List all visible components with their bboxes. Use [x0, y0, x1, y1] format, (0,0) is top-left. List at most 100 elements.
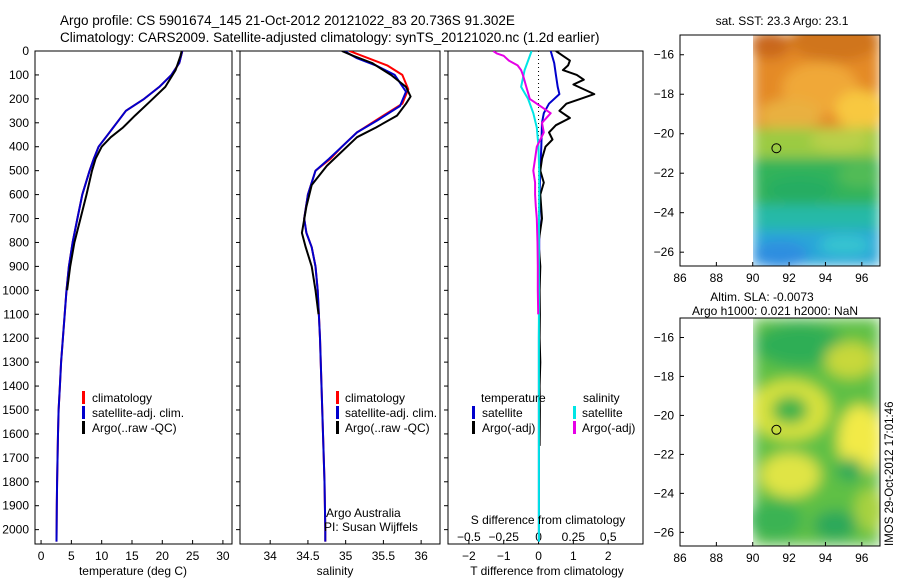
x-tick-label: 0	[38, 549, 45, 563]
legend-label-satellite: satellite-adj. clim.	[92, 406, 184, 420]
depth-tick-label: 1000	[2, 283, 29, 297]
sla-map-title-line1: Altim. SLA: -0.0073	[710, 290, 814, 304]
s-diff-tick-label: 0.25	[562, 530, 586, 544]
profile-line-s-argo	[492, 51, 552, 315]
sst-map-frame	[679, 34, 881, 267]
legend-label-t-argo: Argo(-adj)	[482, 421, 535, 435]
s-difference-ticks: −0.5 −0.25 0 0.25 0.5	[457, 530, 617, 544]
legend-heading-salinity: salinity	[583, 391, 620, 405]
map-x-tick-label: 96	[855, 551, 869, 565]
legend-heading-temperature: temperature	[481, 391, 546, 405]
depth-tick-label: 400	[9, 140, 29, 154]
map-x-tick-label: 90	[746, 271, 760, 285]
depth-tick-label: 800	[9, 235, 29, 249]
s-diff-tick-label: −0.25	[489, 530, 520, 544]
s-diff-tick-label: −0.5	[457, 530, 481, 544]
map-y-tick-label: −22	[654, 447, 675, 461]
map-y-tick-label: −16	[654, 48, 675, 62]
legend-swatch-satellite	[336, 406, 339, 419]
depth-tick-label: 500	[9, 164, 29, 178]
x-tick-label: 34	[264, 549, 278, 563]
map-x-tick-label: 88	[710, 551, 724, 565]
x-tick-label: 35.5	[372, 549, 396, 563]
salinity-profiles	[300, 51, 412, 542]
x-tick-label: 34.5	[296, 549, 320, 563]
temperature-legend: climatology satellite-adj. clim. Argo(..…	[82, 391, 184, 435]
temperature-x-ticks: 0 5 10 15 20 25 30	[38, 540, 230, 563]
t-difference-x-ticks: −2 −1 0 1 2	[462, 540, 612, 563]
legend-label-s-argo: Argo(-adj)	[582, 421, 635, 435]
map-y-tick-label: −18	[654, 369, 675, 383]
float-pi-annotation: PI: Susan Wijffels	[324, 520, 418, 534]
legend-label-climatology: climatology	[92, 391, 152, 405]
x-tick-label: −2	[462, 549, 476, 563]
sla-map-frame	[679, 317, 881, 547]
map-x-tick-label: 86	[673, 551, 687, 565]
legend-label-argo: Argo(..raw -QC)	[345, 421, 430, 435]
difference-panel-frame	[447, 50, 644, 545]
x-tick-label: 35	[339, 549, 353, 563]
map-x-tick-label: 92	[782, 551, 796, 565]
legend-label-argo: Argo(..raw -QC)	[92, 421, 177, 435]
salinity-x-ticks: 34 34.5 35 35.5 36	[264, 540, 428, 563]
legend-label-satellite: satellite-adj. clim.	[345, 406, 437, 420]
depth-axis: 0 100 200 300 400 500 600 700 800 900 1000 1100 1200…	[2, 44, 448, 537]
depth-tick-label: 1100	[3, 307, 29, 321]
sst-map-title: sat. SST: 23.3 Argo: 23.1	[716, 14, 849, 28]
map-x-tick-label: 92	[782, 271, 796, 285]
salinity-panel-frame	[239, 50, 441, 545]
sla-argo-position-marker	[771, 424, 782, 435]
x-tick-label: 30	[216, 549, 230, 563]
legend-swatch-s-satellite	[573, 406, 576, 419]
depth-tick-label: 1400	[2, 379, 29, 393]
x-tick-label: 0	[535, 549, 542, 563]
s-difference-xlabel: S difference from climatology	[471, 513, 626, 527]
s-diff-tick-label: 0.5	[600, 530, 617, 544]
profile-line-argo	[66, 51, 183, 291]
x-tick-label: 5	[68, 549, 75, 563]
temperature-panel-frame	[34, 50, 233, 545]
legend-swatch-argo	[82, 421, 85, 434]
depth-tick-label: 1600	[2, 427, 29, 441]
x-tick-label: 20	[156, 549, 170, 563]
sst-heatmap	[680, 35, 880, 266]
map-x-tick-label: 94	[819, 271, 833, 285]
sla-map-title-line2: Argo h1000: 0.021 h2000: NaN	[692, 304, 858, 318]
map-y-tick-label: −26	[654, 245, 675, 259]
depth-tick-label: 1500	[2, 403, 29, 417]
profile-line-climatology	[55, 51, 184, 542]
imos-timestamp: IMOS 29-Oct-2012 17:01:46	[884, 402, 896, 546]
profile-line-satellite-adj-clim-	[303, 51, 407, 542]
x-tick-label: 25	[186, 549, 200, 563]
temperature-profiles	[55, 51, 184, 542]
map-y-tick-label: −24	[654, 486, 675, 500]
depth-tick-label: 2000	[2, 523, 29, 537]
temperature-xlabel: temperature (deg C)	[79, 564, 187, 578]
x-tick-label: 2	[605, 549, 612, 563]
figure-title-line1: Argo profile: CS 5901674_145 21-Oct-2012…	[60, 13, 515, 28]
figure-title-line2: Climatology: CARS2009. Satellite-adjuste…	[60, 30, 600, 45]
legend-swatch-t-argo	[472, 421, 475, 434]
map-y-tick-label: −26	[654, 525, 675, 539]
profile-line-s-satellite	[520, 51, 541, 542]
map-x-tick-label: 90	[746, 551, 760, 565]
salinity-legend: climatology satellite-adj. clim. Argo(..…	[336, 391, 437, 435]
depth-tick-label: 0	[22, 44, 29, 58]
map-y-tick-label: −22	[654, 166, 675, 180]
depth-tick-label: 1700	[2, 451, 29, 465]
map-x-tick-label: 96	[855, 271, 869, 285]
difference-legend: temperature salinity satellite Argo(-adj…	[472, 391, 635, 435]
legend-swatch-climatology	[82, 391, 85, 404]
depth-tick-label: 700	[9, 212, 29, 226]
map-y-tick-label: −16	[654, 330, 675, 344]
float-owner-annotation: Argo Australia	[326, 506, 401, 520]
profile-line-argo	[300, 51, 412, 315]
map-x-tick-label: 86	[673, 271, 687, 285]
profile-line-satellite-adj-clim-	[55, 51, 184, 542]
depth-tick-label: 600	[9, 188, 29, 202]
sla-land-mask	[680, 318, 753, 546]
legend-swatch-satellite	[82, 406, 85, 419]
depth-tick-label: 1900	[2, 499, 29, 513]
legend-swatch-argo	[336, 421, 339, 434]
